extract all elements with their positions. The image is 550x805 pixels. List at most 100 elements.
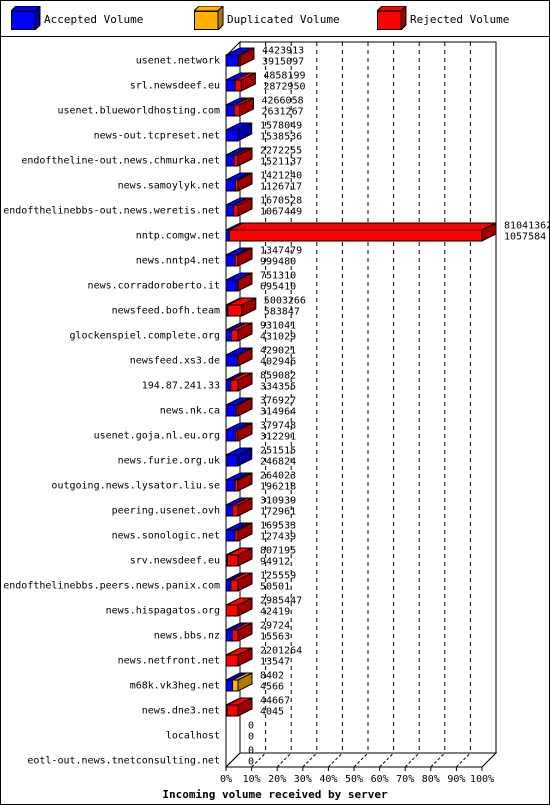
accepted-volume-label: 1521137 bbox=[260, 157, 302, 168]
bar-rejected-side bbox=[237, 372, 253, 392]
bar-rejected-side bbox=[241, 297, 257, 317]
category-label: news.hispagatos.org bbox=[106, 606, 220, 617]
floor-grid-line bbox=[404, 752, 420, 768]
total-volume-label: 4858199 bbox=[263, 71, 305, 82]
category-label: news.sonologic.net bbox=[112, 531, 220, 542]
category-label: news.dne3.net bbox=[142, 706, 220, 717]
bar-rejected-side bbox=[237, 172, 253, 192]
floor-grid-line bbox=[225, 752, 241, 768]
bar-rejected-side bbox=[237, 197, 253, 217]
accepted-volume-label: 15563 bbox=[260, 632, 290, 643]
total-volume-label: 5003266 bbox=[264, 296, 306, 307]
accepted-volume-label: 431029 bbox=[260, 332, 296, 343]
floor-grid-line bbox=[379, 752, 394, 768]
total-volume-label: 44667 bbox=[260, 696, 290, 707]
floor-grid-line bbox=[302, 752, 318, 768]
bar-rejected-side bbox=[237, 522, 253, 542]
total-volume-label: 125559 bbox=[260, 571, 296, 582]
accepted-volume-label: 0 bbox=[248, 732, 254, 743]
x-tick-label: 60% bbox=[371, 774, 389, 785]
floor-grid-line bbox=[481, 752, 497, 768]
total-volume-label: 29724 bbox=[260, 621, 290, 632]
x-tick-label: 70% bbox=[396, 774, 414, 785]
category-label: usenet.network bbox=[136, 56, 220, 67]
category-label: endofthelinebbs.peers.news.panix.com bbox=[3, 581, 220, 592]
bar-accepted bbox=[225, 429, 237, 442]
accepted-volume-label: 2872950 bbox=[263, 82, 305, 93]
accepted-volume-label: 0 bbox=[248, 757, 254, 768]
total-volume-label: 379748 bbox=[260, 421, 296, 432]
bar-rejected-side bbox=[237, 422, 253, 442]
accepted-volume-label: 1538536 bbox=[260, 132, 302, 143]
bar-accepted bbox=[225, 254, 236, 267]
accepted-volume-label: 1126717 bbox=[260, 182, 302, 193]
plot-floor bbox=[224, 752, 498, 768]
category-label: news.bbs.nz bbox=[154, 631, 220, 642]
category-label: outgoing.news.lysator.liu.se bbox=[51, 481, 220, 492]
floor-grid-line bbox=[328, 752, 343, 768]
bar-rejected bbox=[231, 329, 239, 342]
bar-accepted bbox=[225, 229, 230, 242]
bar-accepted bbox=[225, 404, 237, 417]
category-label: news.nntp4.net bbox=[136, 256, 220, 267]
bar-rejected-side bbox=[237, 347, 253, 367]
bar-rejected-side bbox=[237, 397, 253, 417]
bar-accepted bbox=[225, 379, 232, 392]
x-tick-label: 30% bbox=[294, 774, 312, 785]
bar-accepted bbox=[225, 54, 239, 67]
total-volume-label: 931041 bbox=[260, 321, 296, 332]
bar-rejected-side bbox=[237, 572, 253, 592]
category-label: news-out.tcpreset.net bbox=[94, 131, 220, 142]
bar-rejected bbox=[226, 554, 239, 567]
legend-item-rejected: Rejected Volume bbox=[375, 4, 509, 32]
x-tick-label: 10% bbox=[243, 774, 261, 785]
floor-grid-line bbox=[353, 752, 369, 768]
bar-rejected bbox=[231, 629, 239, 642]
floor-grid-line bbox=[430, 752, 446, 768]
accepted-volume-label: 196218 bbox=[260, 482, 296, 493]
total-volume-label: 4423913 bbox=[262, 46, 304, 57]
bar-accepted bbox=[225, 329, 233, 342]
bar-rejected-side bbox=[237, 547, 253, 567]
category-label: endofthelinebbs-out.news.weretis.net bbox=[3, 206, 220, 217]
x-tick-label: 100% bbox=[470, 774, 494, 785]
bar-rejected-side bbox=[237, 622, 253, 642]
total-volume-label: 2985447 bbox=[260, 596, 302, 607]
bar-accepted bbox=[225, 679, 234, 692]
bar-rejected bbox=[232, 504, 239, 517]
bar-rejected-side bbox=[237, 647, 253, 667]
bar-accepted bbox=[225, 104, 235, 117]
bar-rejected bbox=[230, 579, 239, 592]
legend-swatch-rejected bbox=[375, 4, 408, 32]
bar-accepted bbox=[225, 154, 235, 167]
bar-rejected bbox=[233, 104, 240, 117]
accepted-volume-label: 4566 bbox=[260, 682, 284, 693]
total-volume-label: 0 bbox=[248, 746, 254, 757]
floor-grid-line bbox=[456, 752, 471, 768]
legend-item-accepted: Accepted Volume bbox=[9, 4, 143, 32]
bar-rejected bbox=[233, 204, 239, 217]
total-volume-label: 310939 bbox=[260, 496, 296, 507]
floor-grid-line bbox=[276, 752, 292, 768]
accepted-volume-label: 334355 bbox=[260, 382, 296, 393]
accepted-volume-label: 13547 bbox=[260, 657, 290, 668]
legend-swatch-duplicated bbox=[192, 4, 225, 32]
category-label: endoftheline-out.news.chmurka.net bbox=[21, 156, 220, 167]
bar-rejected-side bbox=[237, 472, 253, 492]
category-label: news.furie.org.uk bbox=[118, 456, 220, 467]
bar-rejected-side bbox=[237, 147, 253, 167]
category-label: m68k.vk3heg.net bbox=[130, 681, 220, 692]
accepted-volume-label: 42419 bbox=[260, 607, 290, 618]
total-volume-label: 81041362 bbox=[504, 221, 549, 232]
total-volume-label: 807195 bbox=[260, 546, 296, 557]
category-label: news.corradoroberto.it bbox=[88, 281, 220, 292]
accepted-volume-label: 3915097 bbox=[262, 57, 304, 68]
total-volume-label: 751310 bbox=[260, 271, 296, 282]
category-label: usenet.blueworldhosting.com bbox=[57, 106, 220, 117]
bar-rejected-side bbox=[237, 697, 253, 717]
accepted-volume-label: 402946 bbox=[260, 357, 296, 368]
bar-accepted bbox=[225, 529, 236, 542]
accepted-volume-label: 583847 bbox=[264, 307, 300, 318]
accepted-volume-label: 127439 bbox=[260, 532, 296, 543]
floor-grid-line bbox=[251, 752, 266, 768]
